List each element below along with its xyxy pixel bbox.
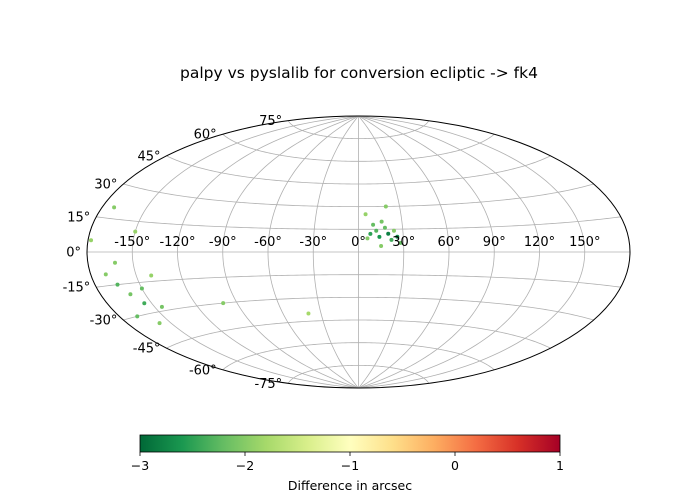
data-point <box>103 272 108 277</box>
colorbar-tick-label: −3 <box>131 458 149 473</box>
data-point <box>395 234 400 239</box>
data-point <box>133 229 138 234</box>
latitude-tick-label: -45° <box>133 342 161 357</box>
longitude-grid-line <box>312 116 359 388</box>
longitude-grid-line <box>358 116 540 388</box>
data-point <box>379 219 384 224</box>
data-point <box>365 236 370 241</box>
latitude-tick-label: -15° <box>63 281 91 296</box>
data-point <box>142 301 147 306</box>
longitude-tick-label: 30° <box>392 235 415 250</box>
scatter-points <box>89 204 403 326</box>
longitude-grid-line <box>358 116 450 388</box>
data-point <box>159 304 164 309</box>
longitude-tick-label: 60° <box>437 235 460 250</box>
longitude-tick-label: 120° <box>524 235 555 250</box>
longitude-tick-label: -120° <box>159 235 195 250</box>
data-point <box>306 311 311 316</box>
longitude-tick-label: -30° <box>299 235 327 250</box>
data-point <box>398 240 403 245</box>
latitude-tick-label: 60° <box>194 128 217 143</box>
latitude-tick-label: -60° <box>189 363 217 378</box>
data-point <box>89 238 94 243</box>
data-point <box>115 282 120 287</box>
data-point <box>128 292 133 297</box>
colorbar-ticks: −3 −2 −1 0 1 <box>131 452 564 473</box>
data-point <box>157 321 162 326</box>
latitude-tick-label: 15° <box>67 210 90 225</box>
data-point <box>113 260 117 265</box>
longitude-grid-line <box>267 116 359 388</box>
longitude-grid-line <box>131 116 359 388</box>
longitude-tick-label: -150° <box>114 235 150 250</box>
data-point <box>371 222 376 227</box>
longitude-grid-line <box>358 116 405 388</box>
data-point <box>379 243 384 248</box>
longitude-tick-label: 150° <box>569 235 600 250</box>
longitude-tick-labels: -150° -120° -90° -60° -30° 0° 30° 60° 90° 120° 150… <box>114 235 600 250</box>
longitude-tick-label: 0° <box>351 235 366 250</box>
latitude-tick-label: 75° <box>259 114 282 129</box>
latitude-tick-label: 0° <box>66 246 81 261</box>
data-point <box>374 228 379 233</box>
latitude-tick-label: 30° <box>94 178 117 193</box>
longitude-tick-label: -60° <box>254 235 282 250</box>
data-point <box>368 231 373 236</box>
data-point <box>386 231 391 236</box>
data-point <box>112 205 117 210</box>
data-point <box>382 225 387 230</box>
data-point <box>377 234 382 239</box>
grid <box>87 116 630 388</box>
longitude-grid-line <box>222 116 359 388</box>
latitude-tick-label: -75° <box>254 377 282 392</box>
longitude-grid-line <box>358 116 586 388</box>
data-point <box>383 204 388 209</box>
colorbar-tick-label: 0 <box>451 458 459 473</box>
colorbar-tick-label: −2 <box>236 458 254 473</box>
colorbar-bar <box>139 434 561 453</box>
latitude-tick-labels: -75° -60° -45° -30° -15° 0° 15° 30° 45° 60° 75° <box>63 114 283 392</box>
longitude-grid-line <box>177 116 359 388</box>
data-point <box>149 273 154 278</box>
data-point <box>363 212 368 217</box>
longitude-tick-label: 90° <box>483 235 506 250</box>
map-boundary <box>86 115 631 389</box>
data-point <box>221 301 226 306</box>
longitude-grid-line <box>358 116 495 388</box>
data-point <box>389 237 394 242</box>
longitude-tick-label: -90° <box>209 235 237 250</box>
data-point <box>391 228 396 233</box>
latitude-tick-label: -30° <box>90 314 118 329</box>
chart-title: palpy vs pyslalib for conversion eclipti… <box>180 64 538 82</box>
colorbar-label: Difference in arcsec <box>288 478 412 493</box>
colorbar: −3 −2 −1 0 1 Difference in arcsec <box>131 434 564 493</box>
latitude-tick-label: 45° <box>137 149 160 164</box>
colorbar-tick-label: −1 <box>341 458 359 473</box>
data-point <box>135 314 140 319</box>
colorbar-tick-label: 1 <box>556 458 564 473</box>
data-point <box>139 286 144 291</box>
